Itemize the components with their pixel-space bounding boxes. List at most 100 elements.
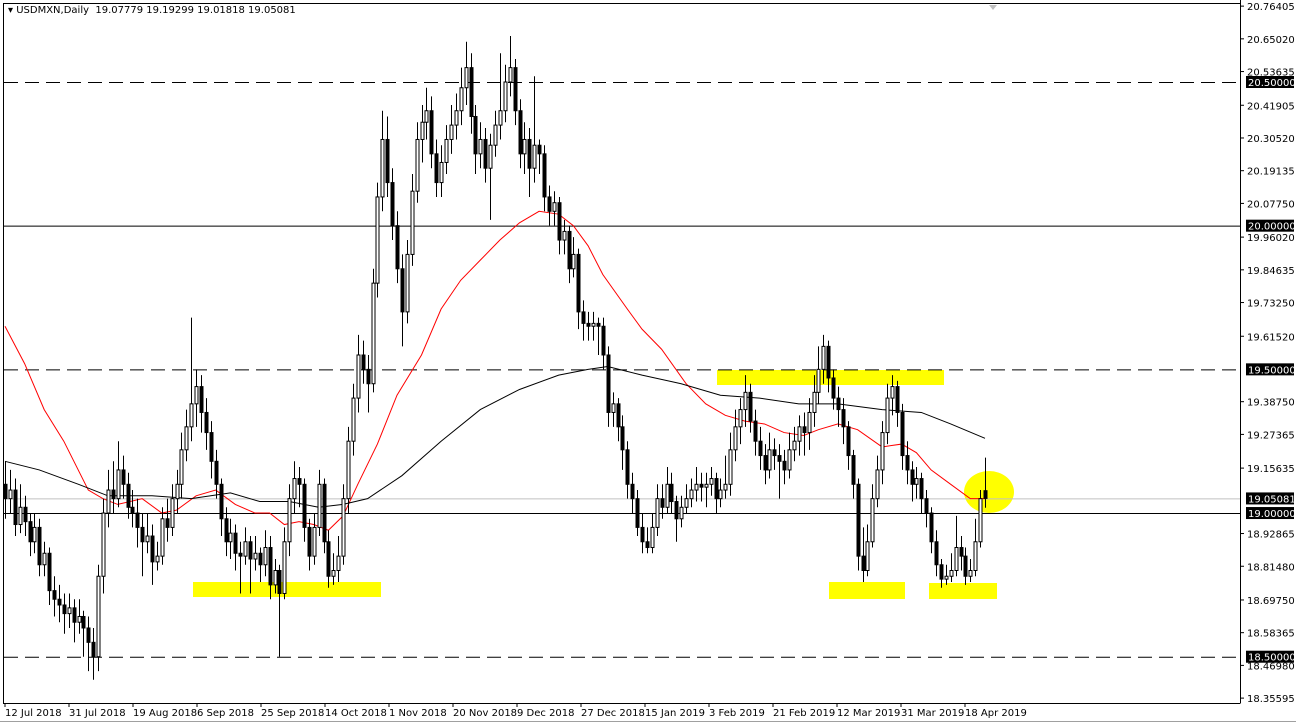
candle-body-bull [464,67,469,89]
candle-body-bear [601,325,606,356]
candle [111,461,116,514]
candle [880,421,885,485]
candle [238,541,243,594]
time-tick-label: 31 Mar 2019 [901,708,964,719]
candle [199,375,204,433]
price-tick-label: 19.61520 [1247,332,1295,343]
candle [635,490,640,537]
candle [72,599,77,643]
candle [165,498,170,542]
candle [723,455,728,499]
candle-body-bear [895,386,900,413]
candle [116,441,121,508]
candle [91,627,96,680]
price-tag-background [1246,492,1294,505]
candle [910,461,915,502]
candle [846,421,851,470]
chart-shift-marker-icon[interactable] [989,5,997,10]
price-tick-label: 20.41905 [1247,101,1295,112]
candle [415,122,420,203]
candle-body-bear [567,230,572,270]
candle [101,498,106,594]
candle-body-bull [375,196,380,284]
time-tick-label: 15 Jan 2019 [645,708,705,719]
candle [596,317,601,355]
candle-body-bear [606,354,611,413]
candle-body-bear [302,483,307,528]
candle [150,524,155,585]
candle [170,484,175,537]
time-tick-label: 20 Nov 2018 [453,708,517,719]
candle-body-bull [797,426,802,442]
candle [929,507,934,554]
candle [253,536,258,571]
candle-body-bear [23,506,28,523]
candle-body-bull [228,532,233,543]
candle-body-bear [542,153,547,198]
candle [224,507,229,557]
candle [292,461,297,514]
candle [454,93,459,140]
candle-body-bull [807,411,812,434]
candle [77,599,82,634]
candle-body-bull [704,483,709,488]
candle-body-bull [424,110,429,123]
candle-body-bull [331,570,336,577]
candle-body-bear [836,397,841,411]
candle-body-bull [865,541,870,572]
candle [297,467,302,508]
candle-body-bull [562,230,567,241]
candle [532,76,537,183]
menu-triangle-icon[interactable]: ▾ [8,5,17,16]
candle-body-bear [390,182,395,227]
candle [890,375,895,416]
candle-body-bull [875,469,880,500]
candle [258,547,263,582]
price-tick-label: 20.07750 [1247,199,1295,210]
candle [518,99,523,169]
candle [714,472,719,514]
candle [606,346,611,427]
candle [689,478,694,508]
candle [669,472,674,514]
candle-body-bear [28,521,33,543]
candle [439,145,444,197]
price-tick-label: 19.15635 [1247,464,1295,475]
time-tick-label: 9 Dec 2018 [517,708,575,719]
candle [856,478,861,571]
candle-body-bull [591,322,596,327]
candle [62,593,67,634]
candle-body-bear [861,555,866,572]
candle-body-bull [718,489,723,500]
candle [248,536,253,594]
candle [395,211,400,284]
candle-body-bull [787,449,792,471]
time-axis-background [0,704,1240,725]
candle [831,369,836,410]
candle [277,564,282,657]
candle [130,490,135,528]
price-tag-label: 19.50000 [1248,365,1296,376]
price-tag-label: 20.00000 [1248,222,1296,233]
candle-body-bear [616,403,621,428]
candle [410,173,415,266]
candle-body-bull [336,555,341,572]
candle [625,441,630,499]
time-tick-label: 18 Apr 2019 [965,708,1027,719]
candle [777,444,782,499]
candle-body-bull [655,498,660,528]
candle-body-bull [96,575,101,658]
candle [861,527,866,582]
candle [905,441,910,485]
candle-body-bull [175,483,180,500]
price-tick-label: 18.69750 [1247,596,1295,607]
candle-body-bull [287,498,292,543]
candle [8,469,13,514]
candle [140,513,145,577]
candle-body-bear [204,411,209,434]
candle [758,426,763,470]
candle [331,553,336,585]
candle-body-bear [62,604,67,615]
